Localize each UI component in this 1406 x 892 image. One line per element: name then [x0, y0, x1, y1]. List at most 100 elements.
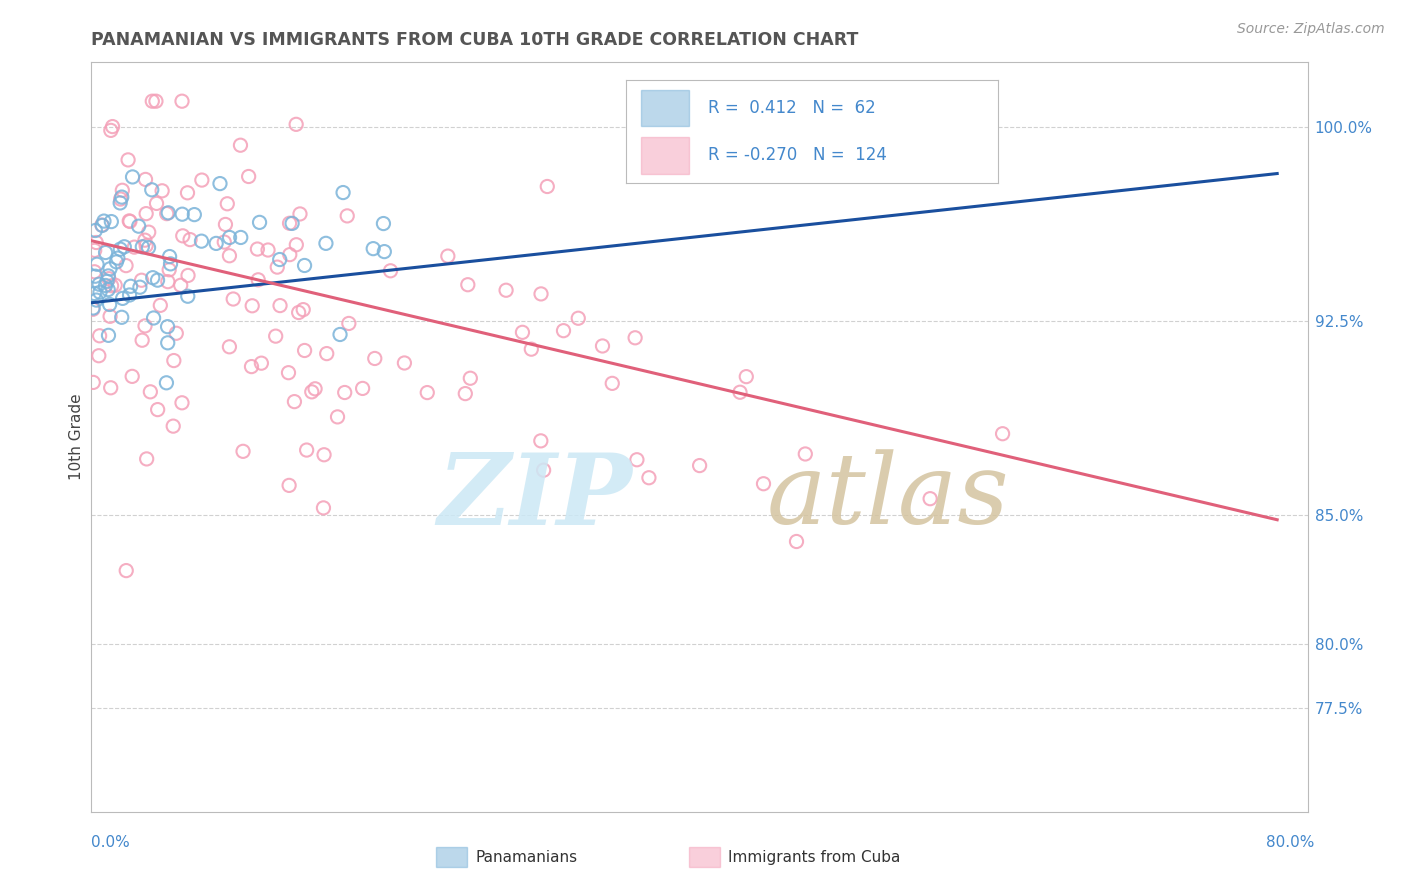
Point	[332, 186, 354, 200]
Point	[312, 448, 335, 462]
Point	[100, 278, 122, 293]
Point	[141, 183, 163, 197]
Point	[520, 342, 543, 356]
Point	[278, 247, 301, 261]
Point	[98, 297, 121, 311]
Point	[229, 138, 252, 153]
Point	[111, 190, 134, 204]
Point	[170, 94, 193, 108]
Point	[86, 293, 108, 307]
Point	[269, 252, 291, 267]
Point	[361, 242, 384, 256]
Point	[94, 278, 117, 293]
Point	[170, 278, 193, 293]
Point	[141, 94, 163, 108]
Point	[208, 177, 231, 191]
Point	[264, 329, 287, 343]
Point	[100, 123, 122, 137]
Text: Panamanians: Panamanians	[475, 850, 578, 864]
Point	[278, 216, 301, 230]
Point	[146, 273, 169, 287]
Point	[156, 206, 179, 220]
Point	[530, 434, 553, 448]
Point	[735, 369, 758, 384]
Point	[135, 206, 157, 220]
Point	[229, 230, 252, 244]
Point	[138, 225, 160, 239]
Point	[329, 327, 352, 342]
Point	[179, 233, 201, 247]
Point	[457, 277, 479, 292]
Point	[150, 184, 173, 198]
Point	[138, 241, 160, 255]
Text: atlas: atlas	[766, 450, 1010, 545]
Point	[115, 564, 138, 578]
Point	[110, 192, 132, 206]
Point	[82, 301, 104, 315]
Point	[165, 326, 187, 341]
Point	[156, 335, 179, 350]
Point	[135, 451, 157, 466]
Point	[84, 269, 107, 284]
Point	[145, 94, 167, 108]
Point	[93, 214, 115, 228]
Point	[118, 214, 141, 228]
Text: 0.0%: 0.0%	[91, 836, 131, 850]
Point	[238, 169, 260, 184]
Point	[94, 245, 117, 260]
Point	[301, 384, 323, 399]
Point	[352, 381, 374, 395]
Point	[162, 419, 184, 434]
Point	[98, 261, 121, 276]
Point	[304, 382, 326, 396]
Point	[118, 214, 141, 228]
Point	[111, 310, 134, 325]
Point	[373, 217, 395, 231]
Point	[131, 240, 153, 254]
Point	[567, 311, 589, 326]
Point	[118, 288, 141, 302]
Point	[111, 292, 134, 306]
Point	[120, 279, 142, 293]
Point	[146, 402, 169, 417]
Point	[294, 343, 316, 358]
Point	[134, 318, 156, 333]
Point	[98, 310, 121, 324]
Point	[157, 206, 180, 220]
Point	[172, 207, 194, 221]
Point	[292, 302, 315, 317]
Point	[183, 208, 205, 222]
Point	[218, 249, 240, 263]
Point	[752, 476, 775, 491]
Point	[214, 218, 236, 232]
Point	[97, 271, 120, 285]
Point	[121, 169, 143, 184]
Point	[89, 328, 111, 343]
Point	[287, 305, 309, 319]
Point	[128, 280, 150, 294]
Point	[84, 223, 107, 237]
Point	[278, 478, 301, 492]
Point	[553, 324, 575, 338]
Point	[100, 214, 122, 228]
Point	[638, 471, 661, 485]
Point	[128, 219, 150, 234]
Y-axis label: 10th Grade: 10th Grade	[69, 393, 84, 481]
Point	[159, 257, 181, 271]
Point	[121, 369, 143, 384]
Point	[191, 173, 214, 187]
Point	[337, 317, 360, 331]
Point	[495, 283, 517, 297]
Point	[177, 289, 200, 303]
Point	[176, 186, 198, 200]
Point	[373, 244, 395, 259]
Point	[89, 277, 111, 292]
Point	[83, 244, 105, 258]
Point	[83, 265, 105, 279]
Point	[84, 235, 107, 250]
Point	[240, 299, 263, 313]
Text: ZIP: ZIP	[437, 449, 633, 545]
Point	[257, 243, 280, 257]
Point	[249, 215, 271, 229]
Point	[91, 219, 114, 233]
